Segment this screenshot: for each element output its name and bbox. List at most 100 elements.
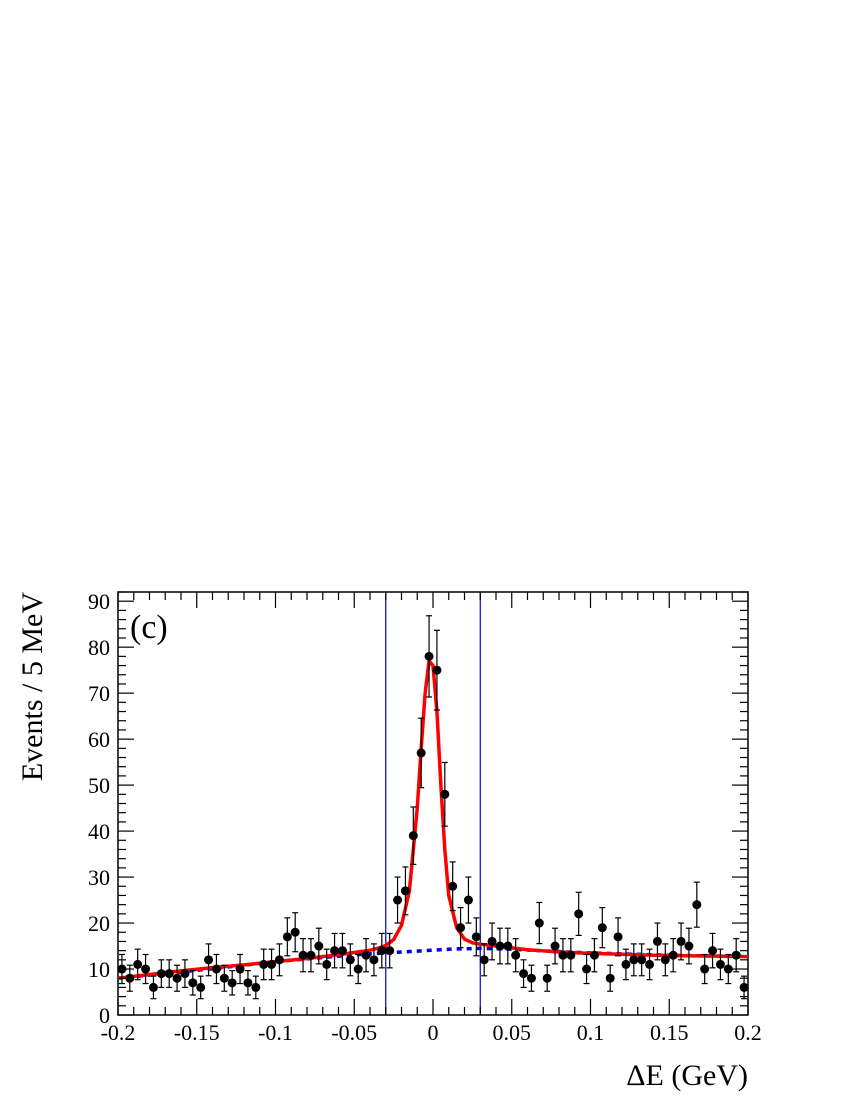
data-point: [274, 943, 284, 977]
y-tick-label: 40: [88, 819, 110, 844]
data-marker: [424, 651, 434, 661]
data-marker: [345, 955, 355, 965]
data-point: [416, 717, 426, 789]
data-marker: [361, 950, 371, 960]
data-marker: [471, 932, 481, 942]
data-marker: [408, 831, 418, 841]
data-marker: [235, 964, 245, 974]
data-marker: [629, 955, 639, 965]
data-marker: [574, 909, 584, 919]
data-marker: [605, 973, 615, 983]
data-point: [668, 938, 678, 973]
y-tick-label: 90: [88, 589, 110, 614]
axis-ticks: [117, 591, 749, 1016]
data-point: [503, 927, 513, 965]
x-tick-label: 0.2: [734, 1020, 762, 1045]
total-fit-line: [117, 659, 749, 980]
data-point: [566, 938, 576, 973]
data-point: [432, 629, 442, 711]
data-point: [692, 881, 702, 928]
data-point: [385, 932, 395, 969]
y-tick-label: 80: [88, 635, 110, 660]
data-marker: [290, 927, 300, 937]
data-marker: [259, 959, 269, 969]
data-point: [519, 959, 529, 989]
data-point: [172, 964, 182, 992]
data-point: [377, 932, 387, 969]
data-marker: [141, 964, 151, 974]
data-marker: [676, 936, 686, 946]
y-tick-label: 0: [99, 1003, 110, 1028]
data-marker: [448, 881, 458, 891]
data-point: [487, 922, 497, 961]
data-point: [361, 938, 371, 973]
data-marker: [180, 969, 190, 979]
data-marker: [558, 950, 568, 960]
data-marker: [715, 959, 725, 969]
data-marker: [597, 923, 607, 933]
data-point: [148, 975, 158, 1000]
y-axis-title: Events / 5 MeV: [16, 592, 49, 781]
data-point: [660, 943, 670, 977]
y-tick-label: 20: [88, 911, 110, 936]
data-marker: [267, 959, 277, 969]
data-marker: [211, 964, 221, 974]
data-marker: [306, 950, 316, 960]
data-point: [322, 948, 332, 981]
data-point: [400, 866, 410, 916]
data-marker: [227, 978, 237, 988]
data-marker: [723, 964, 733, 974]
data-point: [684, 927, 694, 965]
data-marker: [133, 959, 143, 969]
data-marker: [219, 973, 229, 983]
data-marker: [188, 978, 198, 988]
data-point: [582, 953, 592, 985]
data-point: [448, 861, 458, 912]
data-marker: [440, 789, 450, 799]
data-marker: [708, 946, 718, 956]
data-marker: [125, 973, 135, 983]
data-marker: [582, 964, 592, 974]
data-point: [235, 953, 245, 985]
data-point: [243, 970, 253, 996]
data-point: [708, 932, 718, 969]
x-tick-label: -0.1: [258, 1020, 293, 1045]
data-point: [408, 806, 418, 865]
data-point: [156, 959, 166, 989]
data-point: [204, 943, 214, 977]
x-tick-label: -0.05: [331, 1020, 377, 1045]
data-marker: [589, 950, 599, 960]
data-marker: [274, 955, 284, 965]
data-marker: [645, 959, 655, 969]
data-marker: [322, 959, 332, 969]
data-marker: [337, 946, 347, 956]
data-point: [456, 906, 466, 949]
x-tick-label: 0.1: [577, 1020, 605, 1045]
data-marker: [196, 982, 206, 992]
data-marker: [172, 973, 182, 983]
data-point: [645, 948, 655, 981]
data-marker: [400, 886, 410, 896]
y-tick-label: 50: [88, 773, 110, 798]
data-marker: [637, 955, 647, 965]
data-marker: [330, 946, 340, 956]
data-marker: [550, 941, 560, 951]
data-marker: [526, 973, 536, 983]
data-point: [141, 953, 151, 985]
axis-tick-labels: -0.2 -0.15 -0.1 -0.05 0 0.05 0.1 0.15 0.2 0 10 20 30…: [88, 589, 762, 1045]
data-point: [345, 943, 355, 977]
data-marker: [479, 955, 489, 965]
data-point: [337, 932, 347, 969]
data-point: [597, 906, 607, 949]
x-tick-label: -0.15: [174, 1020, 220, 1045]
data-marker: [731, 950, 741, 960]
data-marker: [487, 936, 497, 946]
data-point: [471, 917, 481, 957]
data-point: [282, 917, 292, 957]
x-axis-title: ΔE (GeV): [626, 1059, 748, 1092]
data-marker: [660, 955, 670, 965]
data-marker: [204, 955, 214, 965]
data-marker: [566, 950, 576, 960]
panel-label: (c): [130, 609, 168, 646]
